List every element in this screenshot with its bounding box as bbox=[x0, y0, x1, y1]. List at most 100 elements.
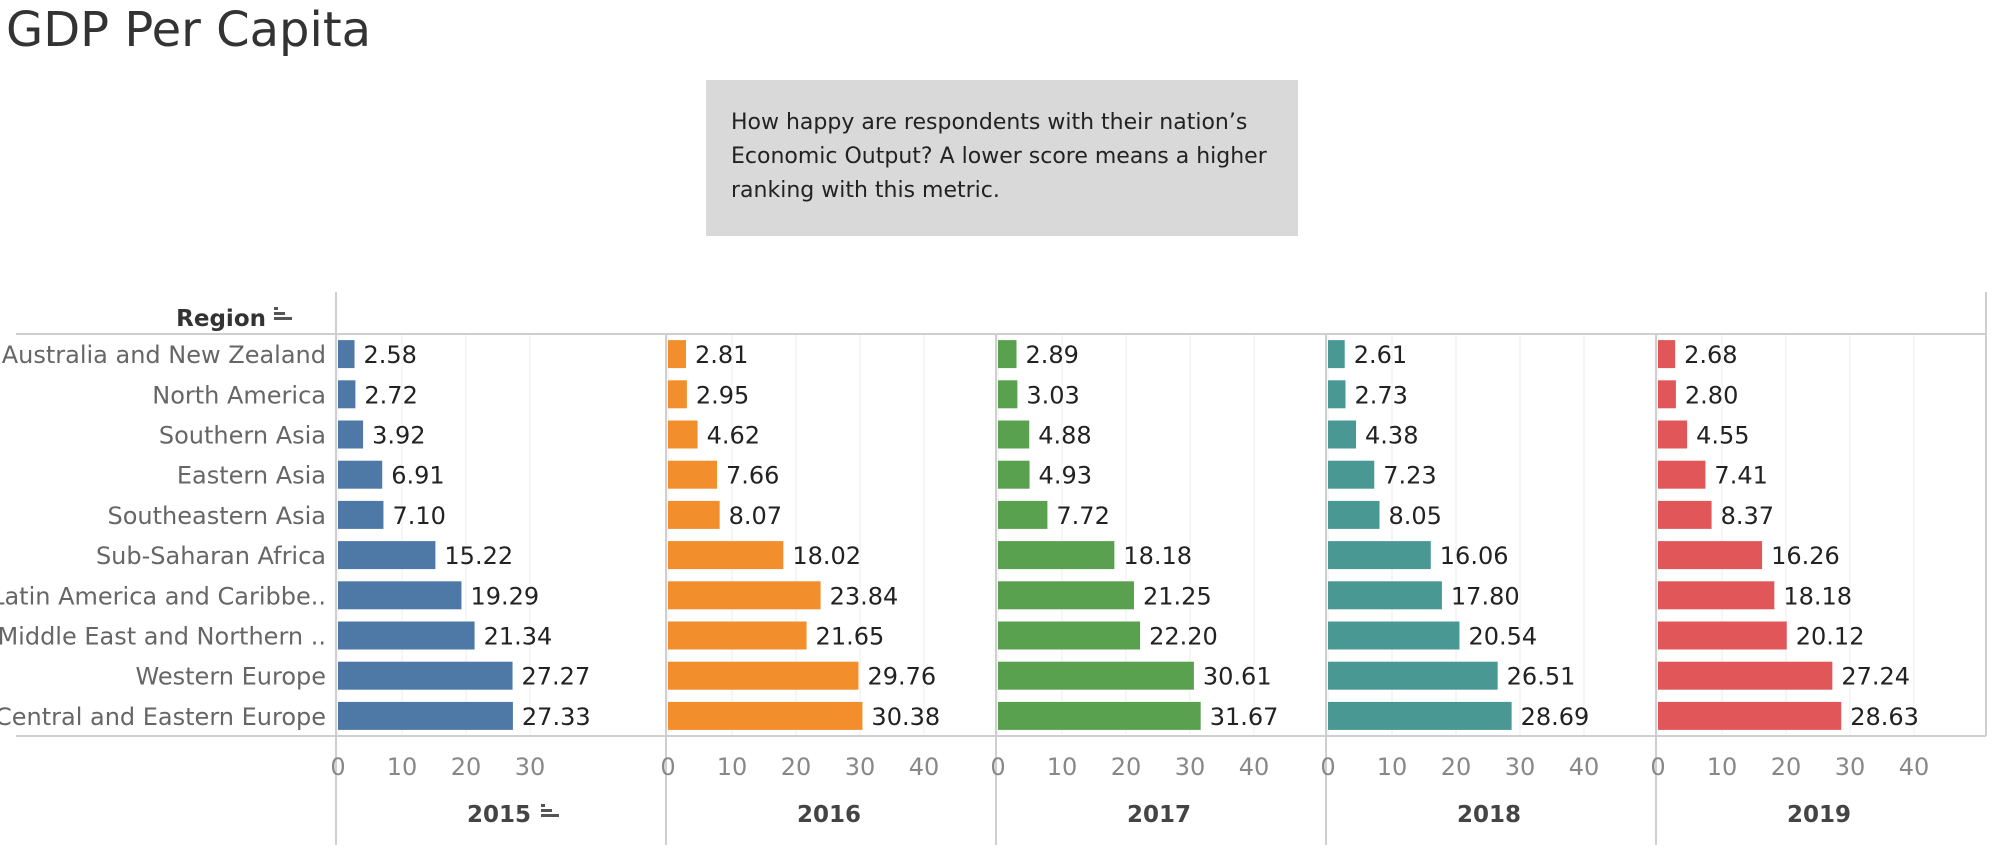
value-label-2015-eastern-asia: 6.91 bbox=[391, 462, 444, 490]
tick-label-2018-30: 30 bbox=[1505, 753, 1536, 781]
region-sort-icon[interactable] bbox=[274, 307, 292, 320]
bar-2015-central-and-eastern-europe[interactable] bbox=[338, 701, 513, 730]
bar-2015-southeastern-asia[interactable] bbox=[338, 500, 384, 529]
value-label-2016-australia-and-new-zealand: 2.81 bbox=[695, 341, 748, 369]
value-label-2019-sub-saharan-africa: 16.26 bbox=[1771, 542, 1840, 570]
bar-2019-eastern-asia[interactable] bbox=[1658, 460, 1706, 489]
bar-2019-western-europe[interactable] bbox=[1658, 661, 1833, 690]
tick-label-2015-0: 0 bbox=[330, 753, 345, 781]
bar-2017-southern-asia[interactable] bbox=[998, 420, 1030, 449]
bar-2017-australia-and-new-zealand[interactable] bbox=[998, 340, 1017, 369]
value-label-2017-latin-america-and-caribbe: 21.25 bbox=[1143, 582, 1212, 610]
bar-2019-latin-america-and-caribbe[interactable] bbox=[1658, 581, 1775, 610]
description-note: How happy are respondents with their nat… bbox=[706, 80, 1298, 236]
bar-2018-latin-america-and-caribbe[interactable] bbox=[1328, 581, 1442, 610]
description-note-text: How happy are respondents with their nat… bbox=[731, 110, 1267, 203]
bar-2019-southeastern-asia[interactable] bbox=[1658, 500, 1712, 529]
bar-2019-sub-saharan-africa[interactable] bbox=[1658, 541, 1763, 570]
value-label-2017-sub-saharan-africa: 18.18 bbox=[1123, 542, 1192, 570]
bar-2018-central-and-eastern-europe[interactable] bbox=[1328, 701, 1512, 730]
tick-label-2017-10: 10 bbox=[1047, 753, 1078, 781]
page-title: GDP Per Capita bbox=[6, 2, 372, 58]
tick-label-2016-30: 30 bbox=[845, 753, 876, 781]
tick-label-2019-0: 0 bbox=[1650, 753, 1665, 781]
tick-label-2018-40: 40 bbox=[1569, 753, 1600, 781]
value-label-2019-latin-america-and-caribbe: 18.18 bbox=[1783, 582, 1852, 610]
value-label-2019-eastern-asia: 7.41 bbox=[1714, 462, 1767, 490]
bar-2018-eastern-asia[interactable] bbox=[1328, 460, 1375, 489]
bar-2016-central-and-eastern-europe[interactable] bbox=[668, 701, 863, 730]
year-label-2019: 2019 bbox=[1787, 802, 1851, 828]
value-label-2016-southeastern-asia: 8.07 bbox=[729, 502, 782, 530]
category-label-southeastern-asia: Southeastern Asia bbox=[108, 502, 326, 530]
bar-2015-middle-east-and-northern[interactable] bbox=[338, 621, 475, 650]
bar-2016-north-america[interactable] bbox=[668, 380, 687, 409]
year-label-2016: 2016 bbox=[797, 802, 861, 828]
value-label-2019-middle-east-and-northern: 20.12 bbox=[1796, 623, 1865, 651]
bar-2017-western-europe[interactable] bbox=[998, 661, 1194, 690]
bar-2016-australia-and-new-zealand[interactable] bbox=[668, 340, 686, 369]
bar-2019-southern-asia[interactable] bbox=[1658, 420, 1688, 449]
bar-2016-latin-america-and-caribbe[interactable] bbox=[668, 581, 821, 610]
value-label-2017-southern-asia: 4.88 bbox=[1038, 422, 1091, 450]
value-label-2016-western-europe: 29.76 bbox=[867, 663, 936, 691]
bar-2017-middle-east-and-northern[interactable] bbox=[998, 621, 1141, 650]
value-label-2015-latin-america-and-caribbe: 19.29 bbox=[470, 582, 539, 610]
bar-2018-southern-asia[interactable] bbox=[1328, 420, 1357, 449]
bar-2016-southern-asia[interactable] bbox=[668, 420, 698, 449]
bar-2016-southeastern-asia[interactable] bbox=[668, 500, 720, 529]
bar-2016-sub-saharan-africa[interactable] bbox=[668, 541, 784, 570]
value-label-2017-middle-east-and-northern: 22.20 bbox=[1149, 623, 1218, 651]
bar-2018-middle-east-and-northern[interactable] bbox=[1328, 621, 1460, 650]
bar-2017-north-america[interactable] bbox=[998, 380, 1018, 409]
bar-2019-north-america[interactable] bbox=[1658, 380, 1676, 409]
value-label-2018-middle-east-and-northern: 20.54 bbox=[1468, 623, 1537, 651]
tick-label-2017-20: 20 bbox=[1111, 753, 1142, 781]
bar-2015-western-europe[interactable] bbox=[338, 661, 513, 690]
bar-2017-latin-america-and-caribbe[interactable] bbox=[998, 581, 1134, 610]
bar-2019-central-and-eastern-europe[interactable] bbox=[1658, 701, 1842, 730]
bar-2018-australia-and-new-zealand[interactable] bbox=[1328, 340, 1345, 369]
bar-2015-australia-and-new-zealand[interactable] bbox=[338, 340, 355, 369]
bar-2015-north-america[interactable] bbox=[338, 380, 356, 409]
value-label-2015-north-america: 2.72 bbox=[364, 381, 417, 409]
value-label-2018-central-and-eastern-europe: 28.69 bbox=[1521, 703, 1590, 731]
bar-2015-southern-asia[interactable] bbox=[338, 420, 364, 449]
year-label-2018: 2018 bbox=[1457, 802, 1521, 828]
bar-2019-middle-east-and-northern[interactable] bbox=[1658, 621, 1787, 650]
value-label-2018-north-america: 2.73 bbox=[1354, 381, 1407, 409]
bar-2018-southeastern-asia[interactable] bbox=[1328, 500, 1380, 529]
bar-2015-sub-saharan-africa[interactable] bbox=[338, 541, 436, 570]
bar-2015-eastern-asia[interactable] bbox=[338, 460, 383, 489]
value-label-2017-australia-and-new-zealand: 2.89 bbox=[1025, 341, 1078, 369]
bar-2018-north-america[interactable] bbox=[1328, 380, 1346, 409]
value-label-2017-north-america: 3.03 bbox=[1026, 381, 1079, 409]
bar-2017-central-and-eastern-europe[interactable] bbox=[998, 701, 1201, 730]
category-label-middle-east-and-northern: Middle East and Northern .. bbox=[0, 623, 326, 651]
value-label-2016-central-and-eastern-europe: 30.38 bbox=[871, 703, 940, 731]
bar-2016-western-europe[interactable] bbox=[668, 661, 859, 690]
bar-2017-sub-saharan-africa[interactable] bbox=[998, 541, 1115, 570]
category-label-australia-and-new-zealand: Australia and New Zealand bbox=[2, 341, 326, 369]
year-sort-icon[interactable] bbox=[541, 804, 559, 817]
tick-label-2019-20: 20 bbox=[1771, 753, 1802, 781]
bar-2016-middle-east-and-northern[interactable] bbox=[668, 621, 807, 650]
value-label-2018-latin-america-and-caribbe: 17.80 bbox=[1451, 582, 1520, 610]
bar-2018-sub-saharan-africa[interactable] bbox=[1328, 541, 1431, 570]
bar-2017-southeastern-asia[interactable] bbox=[998, 500, 1048, 529]
bar-2018-western-europe[interactable] bbox=[1328, 661, 1498, 690]
category-label-eastern-asia: Eastern Asia bbox=[177, 462, 326, 490]
value-label-2017-western-europe: 30.61 bbox=[1203, 663, 1272, 691]
row-header-label: Region bbox=[176, 306, 266, 332]
value-label-2018-australia-and-new-zealand: 2.61 bbox=[1354, 341, 1407, 369]
value-label-2017-southeastern-asia: 7.72 bbox=[1056, 502, 1109, 530]
value-label-2018-eastern-asia: 7.23 bbox=[1383, 462, 1436, 490]
bar-2019-australia-and-new-zealand[interactable] bbox=[1658, 340, 1676, 369]
bar-2015-latin-america-and-caribbe[interactable] bbox=[338, 581, 462, 610]
bar-2017-eastern-asia[interactable] bbox=[998, 460, 1030, 489]
value-label-2018-southern-asia: 4.38 bbox=[1365, 422, 1418, 450]
category-label-latin-america-and-caribbe: Latin America and Caribbe.. bbox=[0, 582, 326, 610]
tick-label-2019-40: 40 bbox=[1899, 753, 1930, 781]
bar-2016-eastern-asia[interactable] bbox=[668, 460, 718, 489]
tick-label-2015-20: 20 bbox=[451, 753, 482, 781]
